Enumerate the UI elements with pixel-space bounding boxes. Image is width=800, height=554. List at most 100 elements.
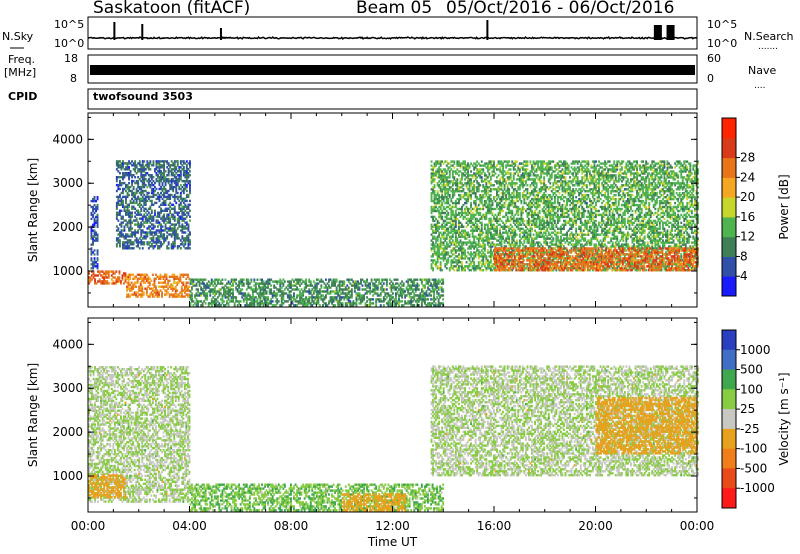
heat-cell (293, 292, 295, 295)
heat-cell (152, 245, 155, 248)
heat-cell (103, 282, 106, 285)
heat-cell (110, 282, 113, 285)
heat-cell (92, 265, 94, 268)
heat-cell (155, 164, 158, 167)
heat-cell (160, 187, 162, 191)
heat-cell (135, 213, 138, 216)
heat-cell (132, 162, 135, 165)
heat-cell (128, 193, 130, 197)
heat-cell (167, 241, 170, 244)
heat-cell (168, 279, 171, 282)
heat-cell (204, 302, 207, 305)
heat-cell (98, 270, 101, 273)
heat-cell (150, 231, 153, 234)
heat-cell (90, 211, 93, 215)
heat-cell (128, 221, 130, 224)
heat-cell (164, 219, 167, 222)
heat-cell (90, 259, 93, 262)
heat-cell (125, 174, 127, 177)
heat-cell (141, 229, 144, 232)
heat-cell (122, 217, 124, 220)
heat-cell (453, 160, 456, 163)
heat-cell (143, 160, 146, 163)
heat-cell (119, 231, 121, 234)
heat-cell (137, 229, 140, 232)
heat-cell (379, 304, 382, 307)
heat-cell (483, 243, 486, 246)
heat-cell (92, 205, 94, 209)
heat-cell (88, 272, 90, 275)
heat-cell (119, 203, 121, 206)
heat-cell (122, 162, 124, 165)
heat-cell (144, 183, 147, 187)
heat-cell (164, 181, 167, 185)
heat-cell (493, 184, 495, 187)
heat-cell (150, 187, 153, 191)
heat-cell (152, 237, 155, 240)
heat-cell (132, 233, 135, 236)
heat-cell (123, 174, 126, 177)
heat-cell (126, 203, 129, 206)
heat-cell (250, 278, 253, 281)
heat-cell (154, 189, 156, 193)
heat-cell (123, 235, 126, 238)
heat-cell (161, 176, 164, 179)
heat-cell (125, 197, 127, 201)
heat-cell (119, 183, 121, 187)
heat-cell (138, 213, 141, 216)
heat-cell (147, 247, 150, 250)
heat-cell (92, 235, 94, 238)
heat-cell (189, 160, 191, 163)
heat-cell (129, 185, 132, 189)
heat-cell (163, 168, 165, 171)
heat-cell (270, 288, 273, 291)
heat-cell (152, 215, 155, 218)
heat-cell (144, 174, 147, 177)
heat-cell (161, 166, 164, 169)
heat-cell (96, 197, 99, 201)
heat-cell (100, 282, 103, 285)
heat-cell (129, 223, 132, 226)
heat-cell (92, 243, 94, 246)
heat-cell (155, 215, 158, 218)
heat-cell (135, 217, 138, 220)
heat-cell (119, 233, 121, 236)
heat-cell (137, 213, 140, 216)
heat-cell (118, 276, 121, 279)
heat-cell (144, 235, 147, 238)
heat-cell (152, 225, 155, 228)
heat-cell (125, 185, 127, 189)
heat-cell (131, 179, 133, 183)
heat-cell (158, 231, 161, 234)
heat-cell (140, 170, 143, 173)
heat-cell (97, 270, 99, 273)
heat-cell (140, 189, 143, 193)
heat-cell (141, 178, 144, 181)
heat-cell (146, 193, 149, 197)
heat-cell (152, 189, 155, 193)
heat-cell (131, 181, 133, 185)
heat-cell (117, 170, 120, 173)
heat-cell (96, 225, 99, 228)
heat-cell (188, 285, 191, 288)
heat-cell (155, 201, 158, 205)
heat-cell (93, 211, 96, 215)
heat-cell (93, 196, 96, 199)
heat-cell (134, 229, 137, 232)
heat-cell (125, 219, 127, 222)
heat-cell (92, 241, 94, 244)
heat-cell (140, 221, 143, 224)
heat-cell (131, 183, 133, 187)
heat-cell (506, 215, 509, 219)
heat-cell (155, 160, 158, 163)
heat-cell (141, 237, 144, 240)
heat-cell (129, 229, 132, 232)
heat-cell (157, 235, 159, 238)
heat-cell (115, 203, 118, 206)
heat-cell (135, 219, 138, 222)
heat-cell (158, 193, 161, 197)
heat-cell (122, 176, 124, 179)
heat-cell (119, 172, 121, 175)
heat-cell (137, 176, 140, 179)
heat-cell (150, 209, 153, 212)
